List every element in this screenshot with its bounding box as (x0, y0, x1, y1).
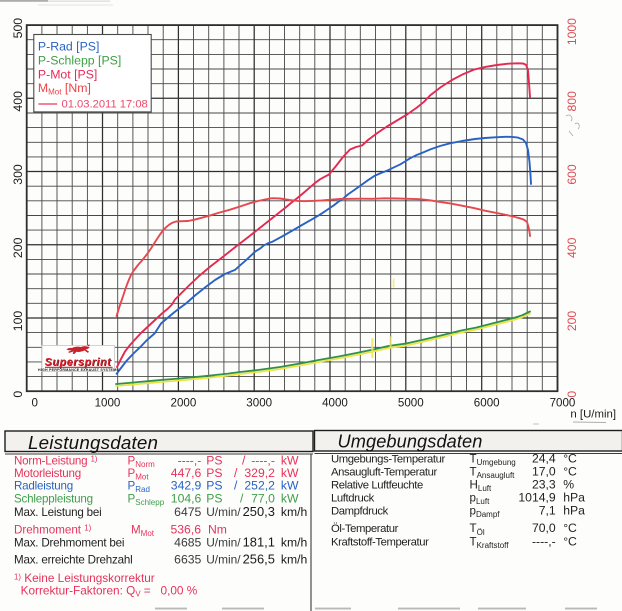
svg-text:°C: °C (563, 534, 577, 548)
svg-text:Supersprint: Supersprint (45, 357, 112, 369)
svg-text:400: 400 (565, 237, 579, 258)
svg-text:Motorleistung: Motorleistung (14, 467, 81, 480)
svg-text:Umgebungs-Temperatur: Umgebungs-Temperatur (331, 454, 445, 466)
svg-text:7,1: 7,1 (539, 504, 556, 518)
svg-text:°C: °C (563, 452, 577, 466)
svg-text:/: / (234, 466, 238, 480)
svg-text:Leistungsdaten: Leistungsdaten (28, 432, 158, 453)
svg-text:329,2: 329,2 (244, 466, 275, 480)
svg-text:256,5: 256,5 (243, 552, 275, 567)
svg-text:6475: 6475 (174, 505, 201, 519)
svg-text:1000: 1000 (95, 397, 121, 410)
svg-text:----,-: ----,- (251, 454, 275, 468)
svg-text:0: 0 (11, 391, 25, 398)
svg-text:447,6: 447,6 (171, 466, 202, 480)
svg-text:600: 600 (565, 164, 579, 185)
svg-text:70,0: 70,0 (532, 521, 556, 535)
svg-text:PS: PS (206, 492, 222, 506)
svg-text:104,6: 104,6 (171, 492, 202, 506)
svg-text:3000: 3000 (246, 397, 272, 410)
svg-text:Umgebungsdaten: Umgebungsdaten (338, 432, 483, 452)
svg-text:4000: 4000 (322, 397, 348, 410)
svg-text:250,3: 250,3 (243, 504, 275, 519)
svg-text:P-Schlepp [PS]: P-Schlepp [PS] (38, 53, 121, 67)
svg-text:0: 0 (31, 397, 37, 410)
svg-text:400: 400 (11, 91, 25, 112)
svg-text:%: % (563, 478, 574, 492)
svg-text:HIGH PERFORMANCE EXHAUST SYSTE: HIGH PERFORMANCE EXHAUST SYSTEMS (38, 368, 119, 372)
svg-text:252,2: 252,2 (244, 479, 275, 493)
svg-text:6635: 6635 (174, 553, 201, 567)
svg-text:77,0: 77,0 (251, 492, 275, 506)
svg-text:4685: 4685 (174, 536, 201, 550)
svg-text:Luftdruck: Luftdruck (331, 493, 375, 505)
svg-text:kW: kW (281, 479, 299, 493)
svg-text:hPa: hPa (563, 491, 585, 505)
svg-text:kW: kW (281, 492, 299, 506)
svg-text:01.03.2011 17:08: 01.03.2011 17:08 (62, 99, 148, 111)
svg-text:----,-: ----,- (532, 534, 556, 548)
svg-text:U/min/: U/min/ (206, 505, 241, 519)
svg-text:181,1: 181,1 (243, 535, 275, 550)
svg-text:km/h: km/h (281, 536, 307, 550)
svg-text:km/h: km/h (281, 553, 307, 567)
svg-text:7000: 7000 (550, 397, 576, 410)
svg-text:1014,9: 1014,9 (518, 491, 555, 505)
svg-text:Drehmoment 1): Drehmoment 1) (14, 524, 92, 537)
svg-text:2000: 2000 (171, 397, 197, 410)
svg-text:5000: 5000 (398, 397, 424, 410)
svg-text:/: / (234, 479, 238, 493)
svg-text:24,4: 24,4 (532, 452, 556, 466)
svg-text:17,0: 17,0 (532, 465, 556, 479)
svg-text:U/min/: U/min/ (206, 553, 241, 567)
svg-text:km/h: km/h (281, 505, 307, 519)
svg-text:P-Mot [PS]: P-Mot [PS] (38, 67, 97, 81)
svg-text:U/min/: U/min/ (206, 536, 241, 550)
svg-text:P-Rad [PS]: P-Rad [PS] (38, 39, 100, 53)
svg-text:Max. Drehmoment bei: Max. Drehmoment bei (14, 537, 124, 550)
svg-text:Norm-Leistung 1): Norm-Leistung 1) (14, 455, 98, 468)
svg-text:PS: PS (206, 454, 222, 468)
svg-text:°C: °C (563, 521, 577, 535)
svg-text:----,-: ----,- (178, 454, 202, 468)
svg-text:/: / (240, 492, 244, 506)
svg-text:Relative Luftfeuchte: Relative Luftfeuchte (331, 480, 423, 492)
svg-text:PS: PS (206, 466, 222, 480)
svg-text:Supersprint: Supersprint (45, 357, 112, 369)
svg-text:500: 500 (11, 18, 25, 39)
svg-text:100: 100 (11, 311, 25, 332)
svg-text:kW: kW (281, 454, 299, 468)
svg-text:Ansaugluft-Temperatur: Ansaugluft-Temperatur (331, 467, 438, 479)
svg-text:23,3: 23,3 (532, 478, 556, 492)
svg-text:200: 200 (565, 311, 579, 332)
svg-text:Radleistung: Radleistung (14, 480, 73, 493)
svg-text:536,6: 536,6 (171, 523, 202, 537)
svg-text:Max. Leistung bei: Max. Leistung bei (14, 506, 101, 519)
svg-text:Schleppleistung: Schleppleistung (14, 493, 93, 506)
svg-text:Korrektur-Faktoren: QV = 0,0: Korrektur-Faktoren: QV = 0,00 % (21, 583, 198, 598)
svg-text:hPa: hPa (563, 504, 585, 518)
svg-text:MMot [Nm]: MMot [Nm] (38, 81, 91, 97)
svg-text:800: 800 (565, 91, 579, 112)
svg-text:1000: 1000 (565, 18, 579, 45)
svg-text:Öl-Temperatur: Öl-Temperatur (331, 523, 399, 535)
svg-text:Nm: Nm (208, 523, 227, 537)
svg-text:kW: kW (281, 466, 299, 480)
svg-text:0: 0 (565, 391, 579, 398)
svg-text:PS: PS (206, 479, 222, 493)
svg-text:200: 200 (11, 237, 25, 258)
svg-text:342,9: 342,9 (171, 479, 202, 493)
svg-text:300: 300 (11, 164, 25, 185)
svg-text:/: / (242, 454, 246, 468)
svg-text:1) Keine Leistungskorrektur: 1) Keine Leistungskorrektur (14, 571, 155, 585)
svg-text:Dampfdruck: Dampfdruck (331, 506, 389, 518)
svg-text:Kraftstoff-Temperatur: Kraftstoff-Temperatur (331, 536, 429, 548)
svg-text:n [U/min]: n [U/min] (570, 409, 616, 421)
svg-text:°C: °C (563, 465, 577, 479)
svg-text:Max. erreichte Drehzahl: Max. erreichte Drehzahl (14, 554, 132, 567)
svg-text:6000: 6000 (474, 397, 500, 410)
